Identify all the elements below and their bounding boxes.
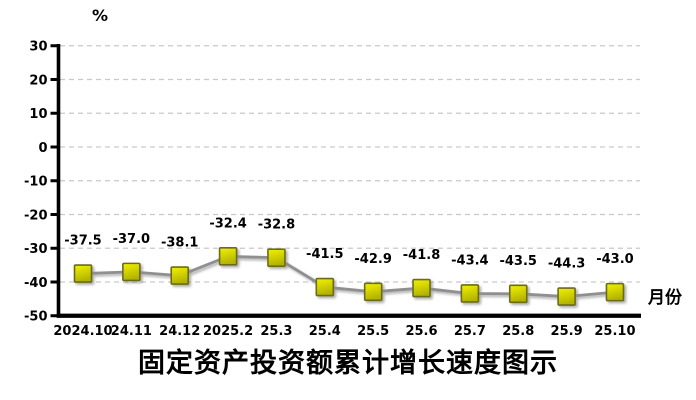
x-tick-label: 25.10 bbox=[594, 324, 635, 339]
y-tick-label: 10 bbox=[29, 107, 47, 122]
x-tick-label: 25.8 bbox=[502, 324, 534, 339]
data-point-marker bbox=[460, 284, 480, 303]
data-point-marker bbox=[605, 282, 625, 302]
data-series bbox=[73, 247, 625, 306]
y-tick-label: 30 bbox=[29, 40, 47, 55]
x-tick-label: 24.12 bbox=[159, 324, 200, 339]
x-axis-unit-label: 月份 bbox=[648, 288, 682, 308]
x-tick-label: 25.3 bbox=[260, 324, 292, 339]
x-tick-label: 25.6 bbox=[405, 324, 437, 339]
data-point-marker bbox=[508, 284, 528, 304]
data-point-marker bbox=[412, 278, 431, 298]
data-point-label: -41.8 bbox=[403, 248, 440, 263]
x-tick-label: 25.9 bbox=[551, 324, 583, 339]
data-point-label: -32.4 bbox=[209, 216, 246, 231]
data-point-label: -38.1 bbox=[161, 236, 198, 251]
data-point-label: -41.5 bbox=[306, 247, 343, 262]
data-point-marker bbox=[315, 277, 335, 297]
x-tick-label: 25.7 bbox=[454, 324, 486, 339]
data-point-label: -42.9 bbox=[354, 252, 391, 267]
data-point-label: -43.0 bbox=[596, 252, 633, 267]
data-point-label: -43.4 bbox=[451, 253, 488, 268]
data-point-marker bbox=[557, 287, 576, 306]
x-tick-label: 25.5 bbox=[357, 324, 389, 339]
y-tick-label: 20 bbox=[29, 73, 47, 88]
data-point-marker bbox=[218, 247, 238, 266]
data-point-marker bbox=[122, 262, 141, 282]
x-tick-label: 25.4 bbox=[309, 324, 341, 339]
data-point-label: -37.5 bbox=[64, 234, 101, 249]
x-tick-label: 2025.2 bbox=[203, 324, 253, 339]
chart-title: 固定资产投资额累计增长速度图示 bbox=[138, 348, 558, 378]
data-point-label: -32.8 bbox=[258, 218, 295, 233]
x-tick-label: 24.11 bbox=[111, 324, 152, 339]
data-point-label: -43.5 bbox=[499, 254, 536, 269]
data-point-label: -44.3 bbox=[548, 257, 585, 272]
data-point-label: -37.0 bbox=[113, 232, 150, 247]
y-tick-label: -50 bbox=[24, 310, 48, 325]
y-axis-unit-label: % bbox=[92, 6, 109, 25]
data-point-marker bbox=[267, 248, 286, 267]
x-tick-label: 2024.10 bbox=[53, 324, 112, 339]
y-tick-label: 0 bbox=[38, 141, 47, 156]
y-tick-label: -10 bbox=[24, 175, 48, 190]
y-tick-label: -40 bbox=[24, 276, 48, 291]
y-tick-label: -30 bbox=[24, 242, 48, 257]
data-point-marker bbox=[363, 282, 383, 302]
data-point-marker bbox=[170, 266, 190, 285]
data-point-marker bbox=[73, 264, 93, 283]
y-tick-label: -20 bbox=[24, 208, 48, 223]
